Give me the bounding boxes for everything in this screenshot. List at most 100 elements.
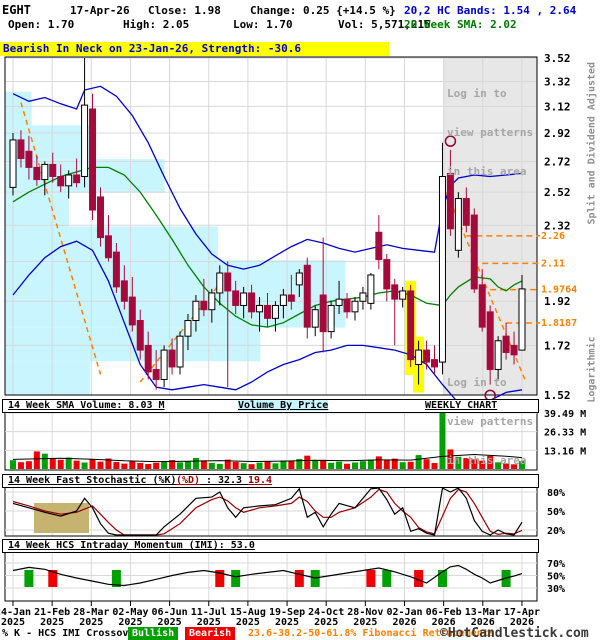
imi-axis-label: 30%	[547, 584, 565, 595]
price-axis-label: 2.32	[544, 219, 571, 232]
candle-body	[327, 304, 335, 333]
volume-bar	[89, 459, 96, 469]
bearish-badge: Bearish	[185, 627, 236, 640]
candle-body	[446, 172, 454, 230]
volume-bar	[511, 464, 518, 469]
price-axis-label: 1.72	[544, 339, 571, 352]
candle-body	[391, 284, 399, 300]
candle-body	[367, 274, 375, 304]
candle-body	[248, 292, 256, 313]
imi-bearish-signal	[366, 570, 376, 587]
volume-bar	[518, 461, 525, 469]
change-value: Change: 0.25 {+14.5 %}	[250, 4, 396, 17]
imi-header-bar: 14 Week HCS Intraday Momentum (IMI): 53.…	[2, 539, 539, 553]
candle-body	[192, 300, 200, 322]
fib-level-label: 2.11	[541, 258, 565, 269]
volume-bar	[169, 460, 176, 469]
x-axis-label: 06-Feb 2026	[425, 607, 462, 628]
volume-bar	[248, 464, 255, 469]
volume-bar	[328, 462, 335, 469]
candle-body	[375, 231, 383, 261]
volume-bar	[240, 463, 247, 469]
candle-body	[136, 320, 144, 351]
candle-body	[73, 174, 81, 184]
stochastic-d-label: (%D)	[176, 475, 201, 486]
volume-bar	[431, 463, 438, 469]
volume-sma-line	[12, 453, 523, 463]
volume-axis-label: 13.16 M	[544, 446, 586, 457]
x-axis-label: 15-Aug 2025	[229, 607, 266, 628]
volume-bar	[455, 456, 462, 469]
candle-body	[200, 300, 208, 311]
volume-bar	[423, 459, 430, 469]
copyright-link[interactable]: ©HotCandlestick.com	[440, 626, 589, 640]
volume-bar	[81, 462, 88, 469]
candle-body	[128, 296, 136, 326]
volume-bar	[113, 462, 120, 469]
x-axis-label: 17-Apr 2026	[503, 607, 540, 628]
price-axis-label: 3.12	[544, 100, 571, 113]
volume-bar	[312, 460, 319, 469]
volume-by-price-label[interactable]: Volume By Price	[238, 400, 329, 411]
volume-bar	[25, 461, 32, 469]
candle-body	[208, 292, 216, 311]
candle-body	[486, 311, 494, 370]
login-prompt-top[interactable]: Log in to view patterns in this area	[447, 61, 533, 204]
price-axis-label: 3.52	[544, 52, 571, 65]
login-prompt-bottom[interactable]: Log in to view patterns in this area	[447, 350, 533, 493]
login-line: Log in to	[447, 87, 507, 100]
imi-bullish-signal	[111, 570, 121, 587]
candle-body	[423, 349, 431, 363]
imi-title: 14 Week HCS Intraday Momentum (IMI): 53.…	[8, 540, 255, 551]
imi-bullish-signal	[231, 570, 241, 587]
imi-axis-label: 70%	[547, 559, 565, 570]
stochastic-axis-label: 80%	[547, 488, 565, 499]
sma20-line	[12, 166, 523, 328]
volume-bar	[391, 458, 398, 469]
trendline	[20, 102, 102, 375]
candle-body	[9, 139, 17, 188]
volume-bar	[224, 459, 231, 469]
candle-body	[383, 259, 391, 290]
volume-by-price-band	[5, 192, 69, 227]
candle-body	[502, 335, 510, 353]
stochastic-sep: :	[200, 475, 219, 486]
pattern-alert-banner[interactable]: Bearish In Neck on 23-Jan-26, Strength: …	[0, 42, 389, 56]
price-axis-label: 1.52	[544, 389, 571, 402]
x-axis-label: 11-Jul 2025	[190, 607, 227, 628]
volume-bar	[73, 460, 80, 469]
volume-bar	[336, 461, 343, 469]
x-axis-label: 21-Feb 2025	[34, 607, 71, 628]
volume-bar	[137, 463, 144, 469]
candle-body	[224, 272, 232, 292]
candle-body	[470, 214, 478, 290]
candle-body	[120, 280, 128, 302]
volume-sma-title: 14 Week SMA Volume: 8.03 M	[8, 400, 165, 411]
volume-bar	[184, 461, 191, 469]
x-axis-label: 13-Mar 2026	[464, 607, 501, 628]
candle-body	[431, 359, 439, 368]
candle-body	[343, 298, 351, 313]
candle-body	[311, 309, 319, 328]
volume-bar	[495, 462, 502, 469]
stochastic-axis-label: 50%	[547, 507, 565, 518]
volume-bar	[367, 459, 374, 469]
volume-bar	[232, 461, 239, 469]
weekly-chart-label[interactable]: WEEKLY CHART	[425, 400, 498, 411]
x-axis-label: 24-Oct 2025	[308, 607, 345, 628]
open-value: Open: 1.70	[8, 18, 75, 31]
volume-bar	[256, 462, 263, 469]
imi-bullish-signal	[382, 570, 392, 587]
volume-header-bar: 14 Week SMA Volume: 8.03 M Volume By Pri…	[2, 399, 539, 413]
volume-bar	[161, 461, 168, 469]
imi-bearish-signal	[294, 570, 304, 587]
candle-body	[271, 304, 279, 319]
adjusted-axis-note: Split and Dividend Adjusted	[586, 61, 598, 225]
candle-body	[232, 290, 240, 306]
volume-bar	[17, 462, 24, 469]
stochastic-k-value: 32.3	[218, 475, 249, 486]
volume-bar	[49, 458, 56, 469]
low-value: Low: 1.70	[233, 18, 293, 31]
candle-body	[510, 344, 518, 356]
